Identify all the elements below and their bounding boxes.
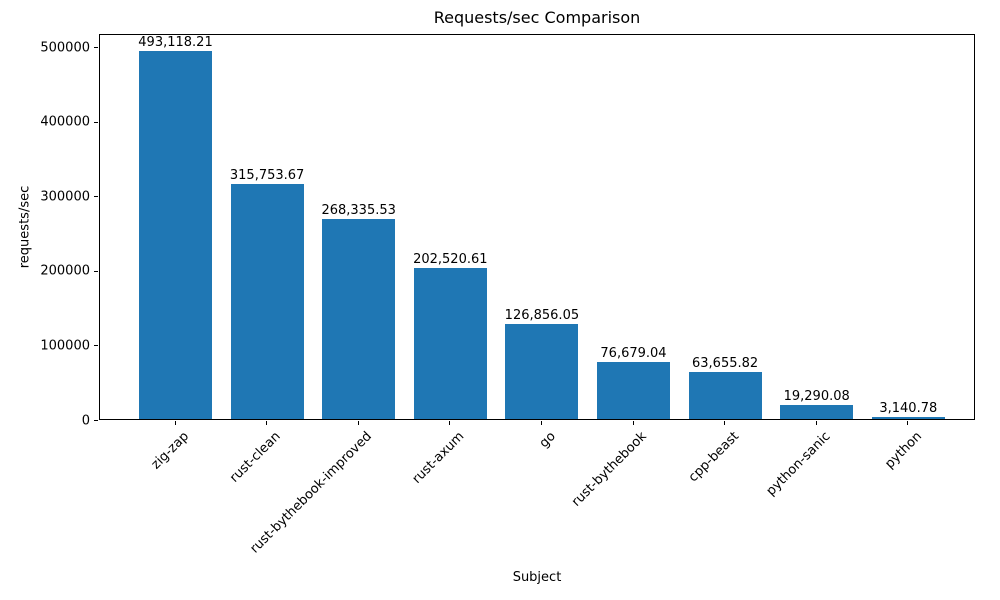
- y-axis-title: requests/sec: [17, 185, 33, 269]
- y-tick-mark: [94, 47, 98, 49]
- x-tick-mark: [815, 421, 817, 425]
- bar-python-sanic: [780, 404, 854, 419]
- bar-rust-bythebook: [597, 361, 670, 419]
- y-tick-label: 100000: [40, 338, 90, 354]
- bar-value-label: 315,753.67: [229, 167, 305, 183]
- bar-value-label: 76,679.04: [600, 345, 667, 361]
- bar-zig-zap: [139, 51, 212, 419]
- x-tick-mark: [174, 421, 176, 425]
- bar-value-label: 126,856.05: [504, 308, 580, 324]
- y-tick-label: 0: [81, 413, 90, 428]
- y-tick-mark: [94, 121, 98, 123]
- x-tick-mark: [357, 421, 359, 425]
- x-tick-mark: [266, 421, 268, 425]
- x-tick-mark: [724, 421, 726, 425]
- x-axis-title: Subject: [512, 570, 562, 585]
- x-tick-mark: [449, 421, 451, 425]
- bar-cpp-beast: [688, 371, 762, 419]
- x-tick-label: python-sanic: [763, 429, 834, 499]
- x-tick-mark: [540, 421, 542, 425]
- bar-value-label: 3,140.78: [879, 400, 938, 416]
- chart-title: Requests/sec Comparison: [433, 8, 641, 27]
- y-tick-label: 500000: [40, 40, 90, 56]
- y-tick-mark: [94, 420, 98, 421]
- x-tick-label: zig-zap: [148, 429, 193, 473]
- bar-value-label: 19,290.08: [783, 388, 850, 404]
- y-tick-label: 300000: [40, 189, 90, 205]
- bar-value-label: 202,520.61: [413, 252, 488, 268]
- bar-value-label: 63,655.82: [692, 355, 759, 371]
- x-tick-label: python: [882, 429, 925, 472]
- y-tick-mark: [94, 345, 98, 347]
- x-tick-label: go: [536, 429, 559, 452]
- bar-value-label: 268,335.53: [321, 202, 396, 218]
- x-tick-label: rust-axum: [409, 429, 467, 487]
- y-tick-mark: [94, 196, 98, 198]
- y-tick-mark: [94, 270, 98, 272]
- y-tick-label: 200000: [40, 263, 90, 279]
- bar-rust-axum: [413, 268, 487, 419]
- x-tick-label: rust-clean: [227, 429, 284, 486]
- bar-rust-clean: [230, 183, 304, 419]
- x-tick-mark: [632, 421, 634, 425]
- x-tick-label: cpp-beast: [685, 429, 742, 486]
- plot-area: 493,118.21 315,753.67 268,335.53 202,520.61…: [99, 34, 975, 420]
- bar-python: [871, 416, 945, 419]
- bar-value-label: 493,118.21: [138, 35, 213, 51]
- bar-rust-bythebook-improved: [322, 218, 396, 419]
- bar-go: [505, 324, 579, 419]
- x-tick-mark: [907, 421, 909, 425]
- y-tick-label: 400000: [40, 114, 90, 130]
- x-tick-label: rust-bythebook: [569, 429, 651, 510]
